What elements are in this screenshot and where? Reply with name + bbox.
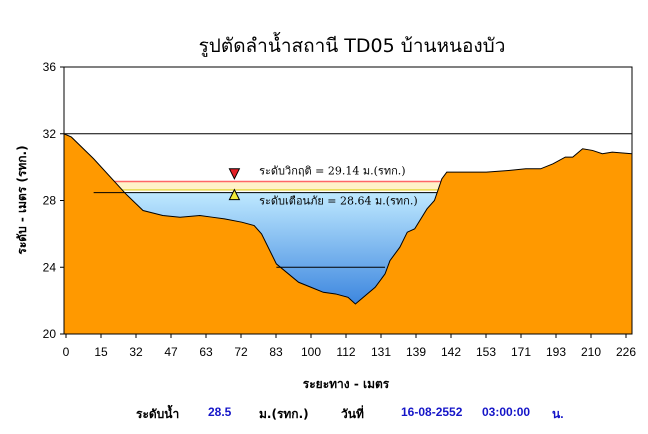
- y-tick-label: 20: [43, 327, 57, 341]
- warning-annotation: ระดับเตือนภัย = 28.64 ม.(รทก.): [259, 195, 418, 208]
- y-axis-label: ระดับ - เมตร (รทก.): [15, 145, 29, 254]
- x-tick-label: 193: [546, 345, 566, 359]
- water-level-label: ระดับน้ำ: [136, 407, 180, 421]
- x-tick-label: 131: [371, 345, 391, 359]
- warning-marker: [228, 188, 241, 201]
- time-value: 03:00:00: [482, 405, 531, 419]
- date-value: 16-08-2552: [401, 405, 463, 419]
- x-tick-label: 142: [441, 345, 461, 359]
- y-tick-label: 32: [43, 127, 57, 141]
- level-band: [93, 181, 440, 190]
- ground-profile-line: [63, 133, 633, 305]
- x-tick-label: 100: [301, 345, 321, 359]
- x-axis-label: ระยะทาง - เมตร: [303, 377, 390, 391]
- x-tick-label: 210: [581, 345, 601, 359]
- time-unit: น.: [552, 407, 564, 421]
- status-footer: ระดับน้ำ 28.5 ม.(รทก.) วันที่ 16-08-2552…: [0, 402, 648, 424]
- water-level-unit: ม.(รทก.): [259, 407, 309, 421]
- x-tick-label: 226: [616, 345, 636, 359]
- x-tick-label: 112: [336, 345, 355, 359]
- critical-annotation: ระดับวิกฤติ = 29.14 ม.(รทก.): [259, 165, 405, 178]
- x-tick-label: 15: [94, 345, 108, 359]
- critical-marker: [228, 168, 241, 180]
- x-tick-label: 32: [129, 345, 143, 359]
- y-tick-label: 36: [43, 60, 57, 74]
- x-tick-label: 171: [511, 345, 531, 359]
- date-label: วันที่: [341, 407, 364, 421]
- x-tick-label: 83: [269, 345, 283, 359]
- x-tick-label: 47: [164, 345, 178, 359]
- x-tick-label: 63: [199, 345, 213, 359]
- x-tick-label: 72: [234, 345, 248, 359]
- y-tick-label: 24: [43, 260, 57, 274]
- y-tick-label: 28: [43, 194, 57, 208]
- chart-title: รูปตัดลำน้ำสถานี TD05 บ้านหนองบัว: [199, 32, 506, 57]
- x-tick-label: 139: [406, 345, 426, 359]
- x-tick-label: 0: [63, 345, 70, 359]
- water-level-value: 28.5: [208, 405, 232, 419]
- cross-section-chart: รูปตัดลำน้ำสถานี TD05 บ้านหนองบัว ระดับว…: [15, 32, 636, 391]
- x-tick-label: 153: [476, 345, 496, 359]
- ground-area: [64, 133, 632, 334]
